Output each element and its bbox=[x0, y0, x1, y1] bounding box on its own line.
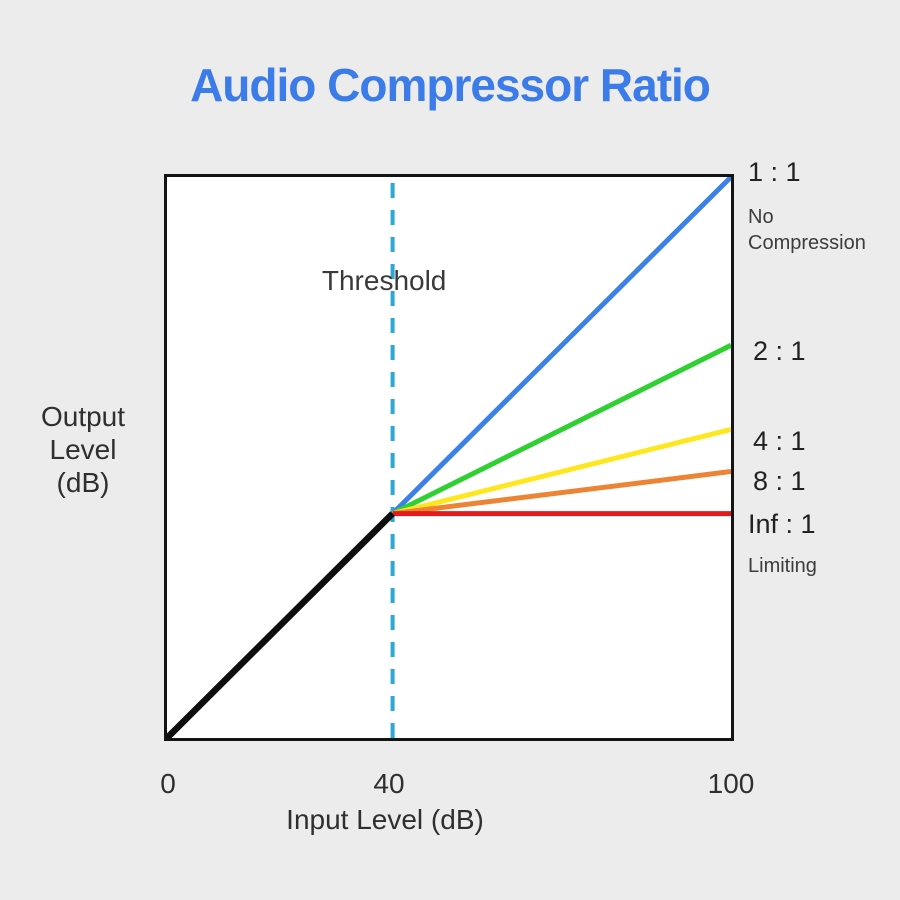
ratio-label-8-1: 8 : 1 bbox=[753, 466, 806, 496]
unity-line-below-threshold bbox=[167, 511, 395, 738]
ratio-line-4-1 bbox=[391, 427, 731, 517]
plot-area: Threshold bbox=[164, 174, 734, 741]
ratio-line-1-1 bbox=[390, 177, 731, 516]
ratio-label-inf-1: Inf : 1 bbox=[748, 509, 816, 539]
compressor-ratio-chart bbox=[167, 177, 731, 738]
y-axis-label: Output Level (dB) bbox=[8, 400, 158, 499]
ratio-sublabel-limiting: Limiting bbox=[748, 555, 817, 577]
ratio-line-8-1 bbox=[392, 469, 731, 517]
y-axis-label-line2: Level bbox=[49, 434, 117, 465]
ratio-line-2-1 bbox=[391, 343, 731, 516]
ratio-label-4-1: 4 : 1 bbox=[753, 426, 806, 456]
y-axis-label-line3: (dB) bbox=[56, 467, 110, 498]
x-tick-100: 100 bbox=[707, 768, 755, 799]
x-axis-label: Input Level (dB) bbox=[286, 804, 484, 835]
threshold-label: Threshold bbox=[321, 265, 447, 296]
y-axis-label-line1: Output bbox=[40, 401, 126, 432]
ratio-sublabel-no-compression: No Compression bbox=[748, 206, 866, 254]
ratio-label-2-1: 2 : 1 bbox=[753, 336, 806, 366]
chart-title: Audio Compressor Ratio bbox=[190, 59, 711, 111]
x-tick-0: 0 bbox=[160, 768, 176, 799]
x-tick-40: 40 bbox=[373, 768, 405, 799]
ratio-label-1-1: 1 : 1 bbox=[748, 157, 801, 187]
